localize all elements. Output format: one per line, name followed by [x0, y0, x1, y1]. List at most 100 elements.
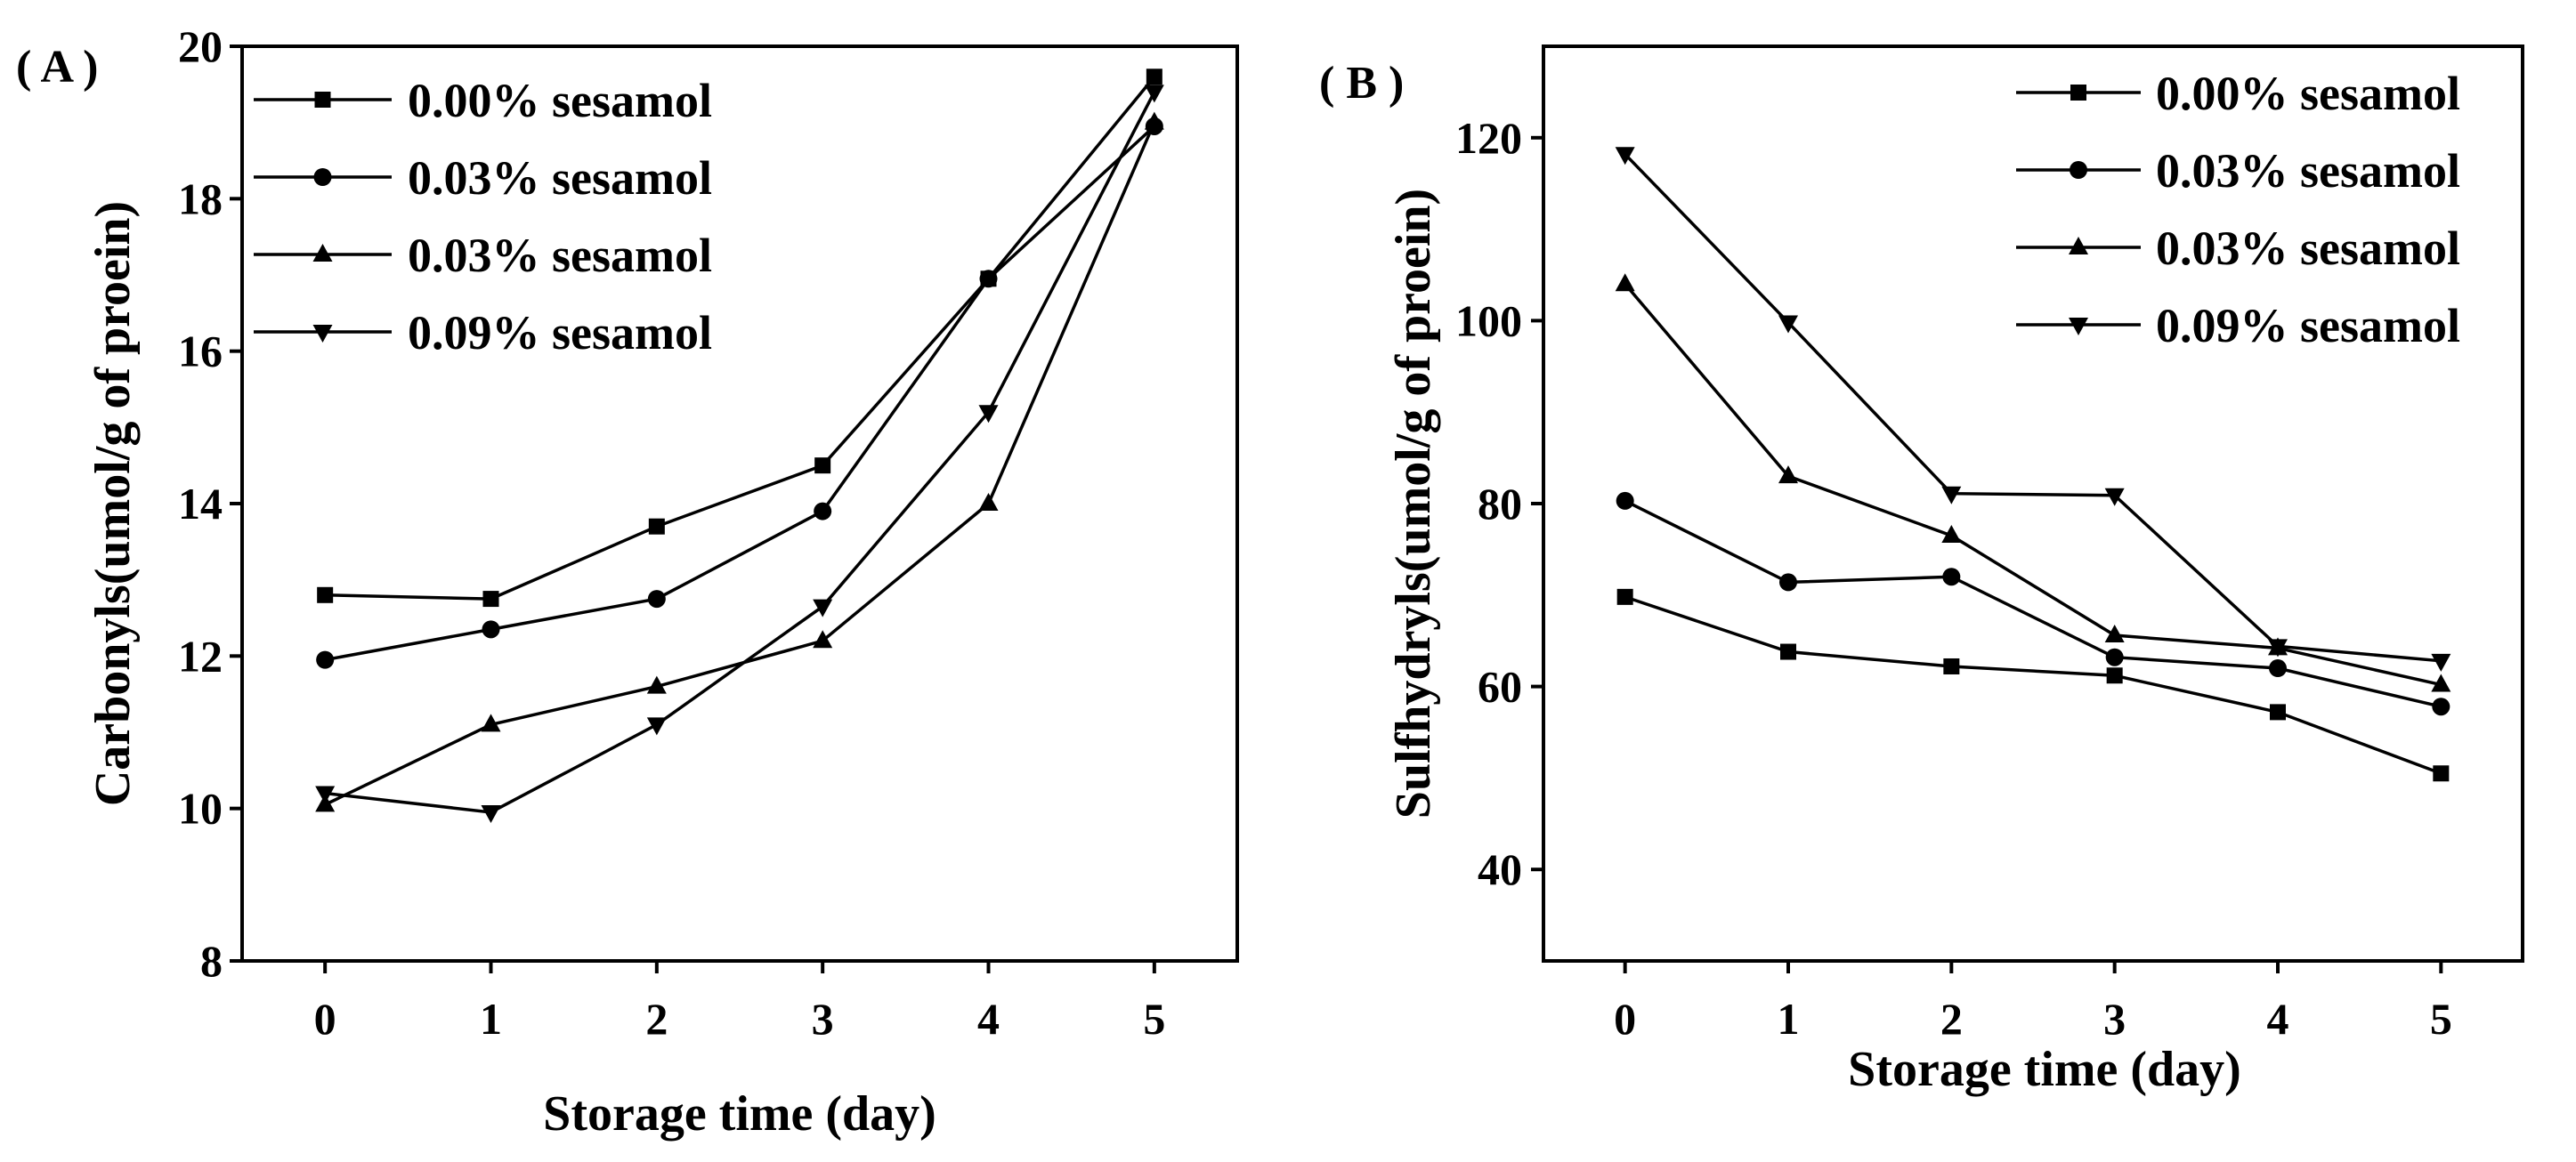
panel-b-series-0 [1616, 588, 2450, 782]
panel-b-series-line [1624, 595, 2442, 775]
panel-b-legend-marker [2069, 318, 2088, 335]
panel-b-data-point [2105, 648, 2124, 666]
panel-b-data-point [1778, 315, 1798, 334]
panel-a-y-tick-label: 20 [178, 21, 223, 71]
panel-b-data-point [1615, 147, 1635, 165]
panel-a-legend-marker [314, 92, 331, 108]
panel-a-data-point [647, 590, 666, 609]
panel-b-data-point [1616, 588, 1633, 605]
panel-a-legend-label: 0.09% sesamol [408, 306, 712, 359]
panel-b-legend-marker [2070, 161, 2087, 179]
panel-a-series-3 [315, 85, 1164, 823]
panel-a-series-1 [316, 117, 1163, 669]
panel-a-data-point [813, 630, 833, 649]
panel-a-x-tick-label: 3 [812, 994, 834, 1044]
panel-a-data-point [482, 591, 499, 608]
panel-a-data-point [646, 717, 667, 736]
panel-a-legend-marker [312, 325, 333, 343]
panel-a-label: ( A ) [16, 42, 98, 93]
panel-a-legend-label: 0.00% sesamol [408, 74, 712, 127]
panel-a-data-point [1144, 111, 1164, 130]
panel-b-data-point [2104, 488, 2125, 506]
panel-a-x-axis-title: Storage time (day) [543, 1086, 936, 1142]
panel-a-legend-item: 0.00% sesamol [254, 74, 712, 127]
panel-a-x-tick-label: 4 [977, 994, 1000, 1044]
panel-b-series-line [1624, 283, 2442, 687]
panel-a-legend-marker [313, 168, 332, 186]
panel-b-legend-label: 0.03% sesamol [2156, 222, 2460, 275]
panel-b-x-tick-label: 2 [1940, 994, 1963, 1044]
panel-b-y-tick-label: 120 [1455, 113, 1522, 163]
panel-b-legend-item: 0.09% sesamol [2016, 299, 2460, 352]
panel-b-legend-label: 0.09% sesamol [2156, 299, 2460, 352]
panel-a-y-tick-label: 18 [178, 173, 223, 223]
panel-a-data-point [1146, 69, 1162, 85]
panel-b-y-tick-label: 80 [1478, 479, 1522, 529]
panel-a-data-point [979, 270, 998, 288]
panel-b-series-2 [1615, 273, 2451, 692]
panel-b-series-3 [1615, 147, 2451, 672]
panel-a-y-tick-label: 14 [178, 479, 223, 529]
panel-b-ticks: 0 1 2 3 4 5 40 60 80 100 120 [1455, 113, 2452, 1044]
panel-a-data-point [316, 650, 335, 669]
panel-b-series-line [1624, 499, 2442, 708]
panel-b-y-tick-label: 60 [1478, 662, 1522, 712]
panel-b-x-tick-label: 5 [2430, 994, 2452, 1044]
panel-a: ( A ) Storage time (day) Carbonyls(umol/… [16, 21, 1239, 1142]
panel-b-data-point [2106, 667, 2123, 684]
panel-a-y-tick-label: 16 [178, 327, 223, 376]
panel-a-data-point [315, 786, 336, 804]
panel-b-legend-label: 0.00% sesamol [2156, 67, 2460, 120]
panel-b-x-axis-title: Storage time (day) [1848, 1042, 2241, 1097]
panel-b-x-tick-label: 1 [1778, 994, 1800, 1044]
panel-a-legend-item: 0.03% sesamol [254, 151, 712, 205]
panel-b-data-point [2433, 765, 2450, 782]
panel-a-series-line [324, 125, 1156, 662]
panel-a-x-tick-label: 2 [645, 994, 668, 1044]
panel-b-data-point [1780, 643, 1796, 660]
panel-b-legend-marker [2069, 237, 2088, 254]
panel-b-legend: 0.00% sesamol 0.03% sesamol 0.03% sesamol 0… [2016, 67, 2460, 352]
panel-a-legend-item: 0.09% sesamol [254, 306, 712, 359]
panel-a-data-point [481, 714, 501, 732]
panel-b-y-axis-title: Sulfhydryls(umol/g of proein) [1386, 189, 1441, 819]
panel-a-data-point [814, 457, 831, 474]
panel-a-series-line [325, 76, 1156, 601]
panel-a-y-axis-title: Carbonyls(umol/g of proein) [85, 201, 141, 806]
panel-b-legend-item: 0.00% sesamol [2016, 67, 2460, 120]
panel-b-data-point [1778, 465, 1798, 484]
panel-a-data-point [978, 405, 999, 424]
panel-a-data-point [648, 518, 665, 535]
panel-b-data-point [1942, 568, 1961, 586]
panel-b-data-point [1943, 658, 1960, 674]
panel-a-series-line [324, 91, 1156, 814]
panel-b-data-point [2268, 639, 2288, 658]
panel-b-data-point [2432, 698, 2450, 716]
panel-a-y-tick-label: 12 [178, 631, 223, 681]
panel-b-data-point [1779, 573, 1797, 592]
panel-a-legend-item: 0.03% sesamol [254, 229, 712, 282]
panel-a-data-point [1144, 85, 1164, 103]
panel-b-data-point [1941, 486, 1962, 504]
panel-b-x-tick-label: 0 [1614, 994, 1636, 1044]
panel-b-data-point [2104, 625, 2125, 643]
panel-b-data-point [1615, 273, 1635, 292]
panel-a-data-point [814, 502, 832, 520]
panel-a-x-tick-label: 5 [1143, 994, 1165, 1044]
panel-a-series [315, 69, 1164, 823]
panel-b-data-point [1616, 491, 1634, 510]
panel-b-data-point [2269, 659, 2287, 678]
panel-b-data-point [2431, 653, 2451, 672]
panel-a-x-tick-label: 1 [480, 994, 502, 1044]
panel-b-legend-label: 0.03% sesamol [2156, 144, 2460, 198]
panel-a-legend: 0.00% sesamol 0.03% sesamol 0.03% sesamol 0… [254, 74, 712, 359]
panel-a-y-tick-label: 8 [200, 936, 223, 986]
panel-b-x-tick-label: 4 [2267, 994, 2289, 1044]
panel-b-legend-item: 0.03% sesamol [2016, 144, 2460, 198]
panel-b-legend-item: 0.03% sesamol [2016, 222, 2460, 275]
panel-a-data-point [317, 586, 334, 603]
panel-b-data-point [1941, 524, 1962, 543]
panel-b-y-tick-label: 100 [1455, 295, 1522, 345]
